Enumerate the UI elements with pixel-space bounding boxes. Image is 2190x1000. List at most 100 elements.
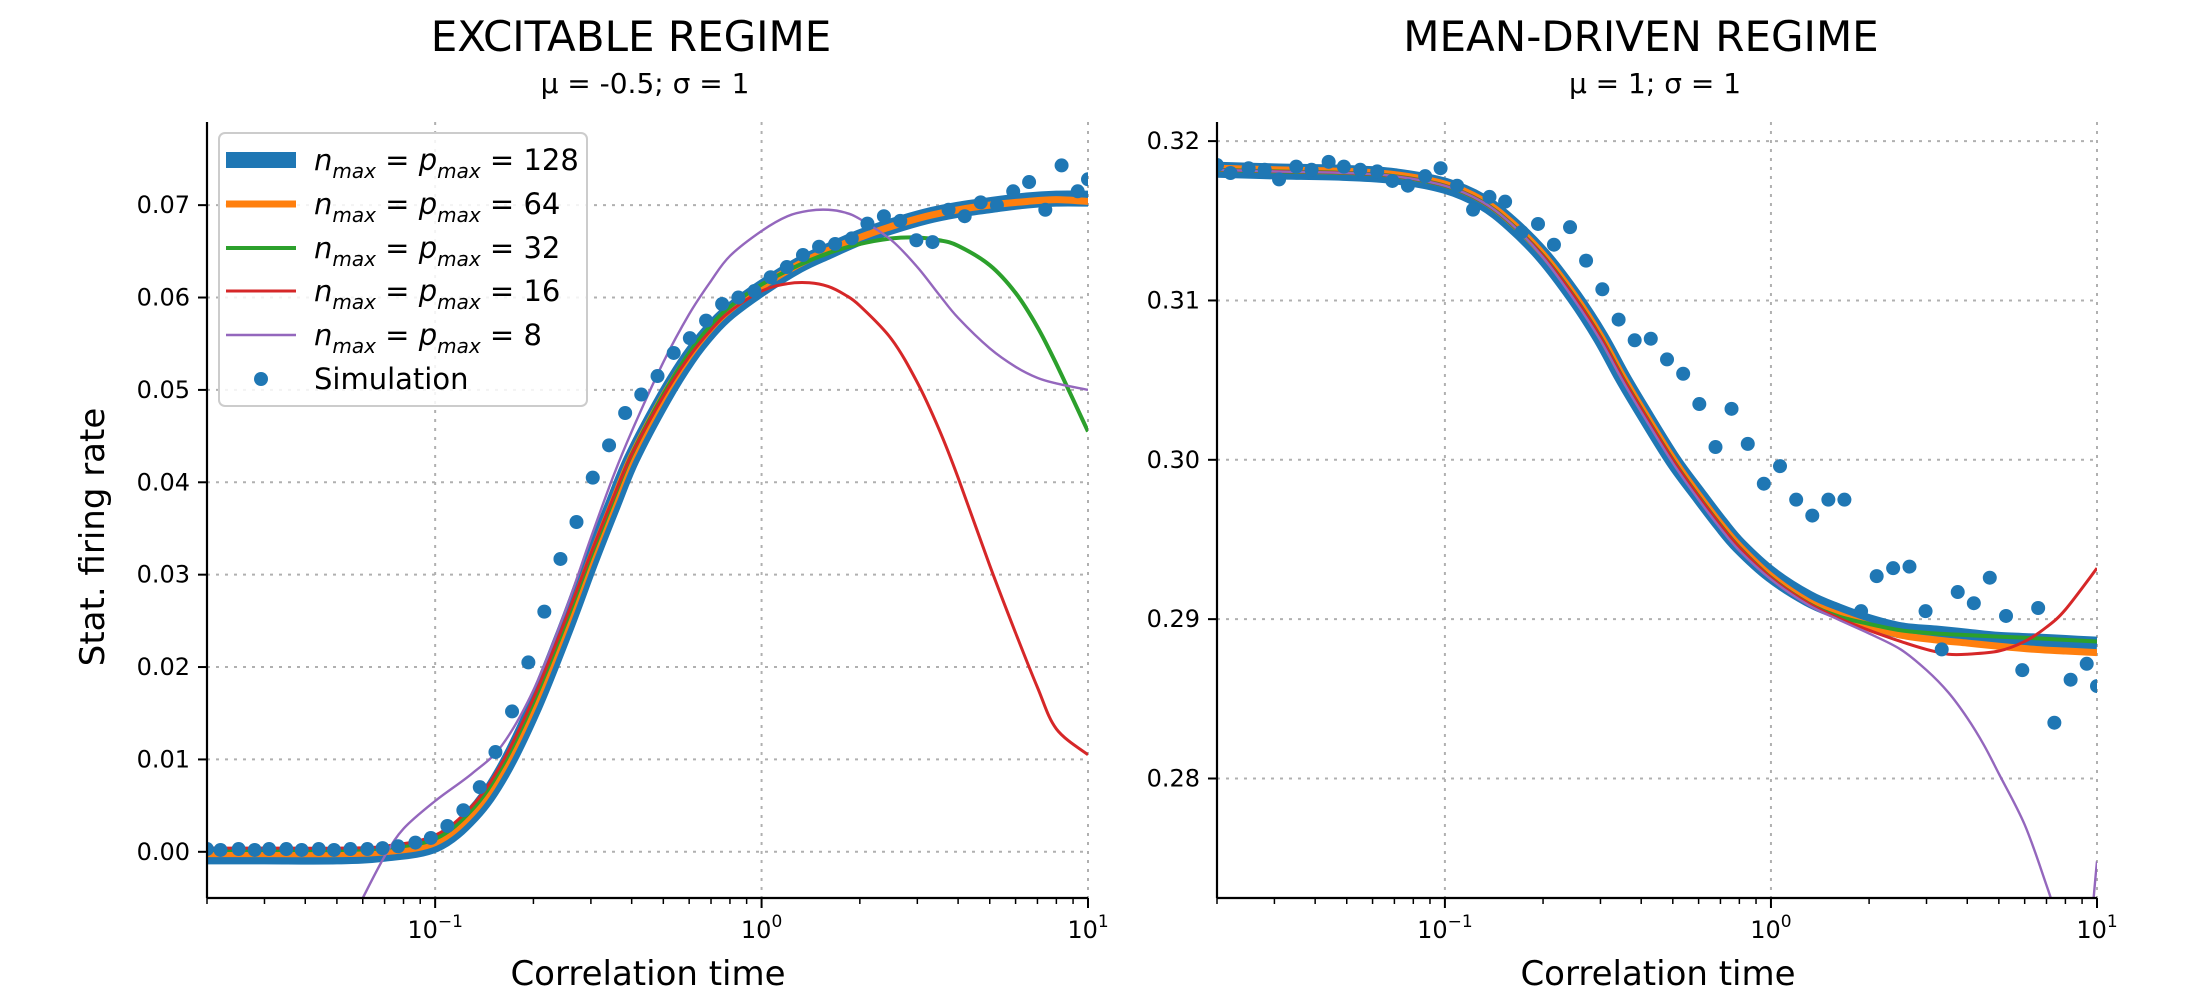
left-simulation-point [876, 209, 891, 224]
left-simulation-point [423, 830, 438, 845]
left-chart-subtitle: μ = -0.5; σ = 1 [541, 67, 750, 100]
left-simulation-point [909, 233, 924, 248]
y-axis-label: Stat. firing rate [73, 408, 113, 667]
right-simulation-point [1385, 173, 1400, 188]
left-simulation-point [634, 387, 649, 402]
left-simulation-point [408, 835, 423, 850]
legend-marker-simulation [254, 372, 268, 386]
left-simulation-point [213, 842, 228, 857]
right-series-line-n-max-p-max-16 [1217, 168, 2097, 657]
right-chart-subtitle: μ = 1; σ = 1 [1569, 67, 1741, 100]
left-y-tick-label: 0.04 [137, 468, 190, 496]
right-simulation-point [1918, 604, 1933, 619]
right-simulation-point [1450, 178, 1465, 193]
left-axes [205, 122, 1088, 900]
left-simulation-point [231, 842, 246, 857]
right-simulation-point [1611, 312, 1626, 327]
right-x-tick-label: 100 [1750, 912, 1791, 944]
left-y-tick-label: 0.01 [137, 745, 190, 773]
left-series [207, 158, 1088, 898]
right-simulation-point [1304, 162, 1319, 177]
left-simulation-point [828, 236, 843, 251]
right-y-tick-label: 0.30 [1147, 446, 1200, 474]
right-x-axis-label: Correlation time [1520, 954, 1795, 994]
left-simulation-point [1022, 175, 1037, 190]
right-simulation-point [2047, 715, 2062, 730]
left-simulation-point [747, 284, 762, 299]
left-simulation-point [311, 842, 326, 857]
left-ticks: 0.00 0.01 0.02 0.03 0.04 0.05 0.06 0.07 10−1 100 1… [137, 191, 1109, 944]
left-simulation-point [666, 345, 681, 360]
left-simulation-point [391, 839, 406, 854]
left-y-tick-label: 0.07 [137, 191, 190, 219]
right-series-line-n-max-p-max-64 [1217, 164, 2097, 657]
left-simulation-point [1081, 172, 1088, 187]
left-simulation-point [618, 406, 633, 420]
right-ticks: 0.28 0.29 0.30 0.31 0.32 10−1 100 101 [1147, 127, 2118, 944]
left-series-line-n-max-p-max-8 [361, 208, 1088, 898]
right-simulation-point [1498, 194, 1513, 209]
left-simulation-point [488, 745, 503, 760]
right-simulation-point [1595, 282, 1610, 297]
legend-frame [218, 132, 588, 407]
left-y-tick-label: 0.03 [137, 561, 190, 589]
left-simulation-point [763, 270, 778, 285]
left-y-tick-label: 0.06 [137, 284, 190, 312]
left-simulation-point [715, 296, 730, 311]
left-simulation-point [1054, 158, 1069, 173]
right-simulation-point [1999, 608, 2014, 623]
right-simulation-point [1370, 164, 1385, 179]
left-simulation-point [973, 195, 988, 210]
left-simulation-point [375, 841, 390, 856]
right-simulation-point [2015, 663, 2030, 678]
right-simulation-point [1400, 178, 1415, 193]
right-simulation-point [1902, 559, 1917, 574]
left-x-axis-label: Correlation time [510, 954, 785, 994]
left-simulation-point [343, 842, 358, 857]
right-simulation-point [1482, 189, 1497, 204]
right-x-tick-label: 101 [2076, 912, 2117, 944]
left-simulation-point [585, 470, 600, 485]
left-simulation-point [1070, 184, 1085, 199]
left-simulation-point [1006, 184, 1021, 199]
right-simulation-point [2031, 600, 2046, 615]
right-simulation-point [1692, 397, 1707, 412]
legend-label: nmax = pmax = 128 [314, 143, 579, 183]
right-simulation-point [1336, 159, 1351, 174]
right-simulation-point [1241, 161, 1256, 176]
left-simulation-point [844, 231, 859, 246]
left-series-line-n-max-p-max-16 [207, 280, 1088, 850]
right-simulation-point [1546, 237, 1561, 252]
right-series-line-n-max-p-max-32 [1217, 167, 2097, 644]
legend-label: nmax = pmax = 16 [314, 274, 560, 314]
left-simulation-point [779, 260, 794, 275]
left-simulation-point [795, 248, 810, 263]
left-x-tick-label: 10−1 [407, 912, 463, 944]
right-simulation-point [2063, 672, 2078, 687]
left-chart-title: EXCITABLE REGIME [431, 12, 832, 61]
left-simulation-point [860, 216, 875, 231]
right-simulation-point [1756, 476, 1771, 491]
left-simulation-point [505, 704, 520, 719]
left-series-simulation [207, 158, 1088, 857]
left-y-tick-label: 0.02 [137, 653, 190, 681]
left-simulation-point [957, 209, 972, 224]
right-simulation-point [1869, 569, 1884, 584]
right-simulation-point [1579, 253, 1594, 268]
left-simulation-point [207, 842, 214, 857]
right-y-tick-label: 0.29 [1147, 605, 1200, 633]
left-simulation-point [941, 202, 956, 217]
right-simulation-point [1418, 169, 1433, 184]
left-simulation-point [1038, 202, 1053, 217]
right-series-line-n-max-p-max-8 [1217, 168, 2097, 898]
legend-label: Simulation [314, 362, 468, 396]
legend-label: nmax = pmax = 64 [314, 187, 560, 227]
right-grid [1217, 122, 2098, 898]
right-simulation-point [1854, 604, 1869, 619]
right-y-tick-label: 0.31 [1147, 286, 1200, 314]
left-simulation-point [553, 551, 568, 566]
right-simulation-point [1950, 585, 1965, 600]
left-y-tick-label: 0.00 [137, 838, 190, 866]
excitable-regime-panel: EXCITABLE REGIME μ = -0.5; σ = 1 0.00 0.0… [73, 12, 1109, 994]
